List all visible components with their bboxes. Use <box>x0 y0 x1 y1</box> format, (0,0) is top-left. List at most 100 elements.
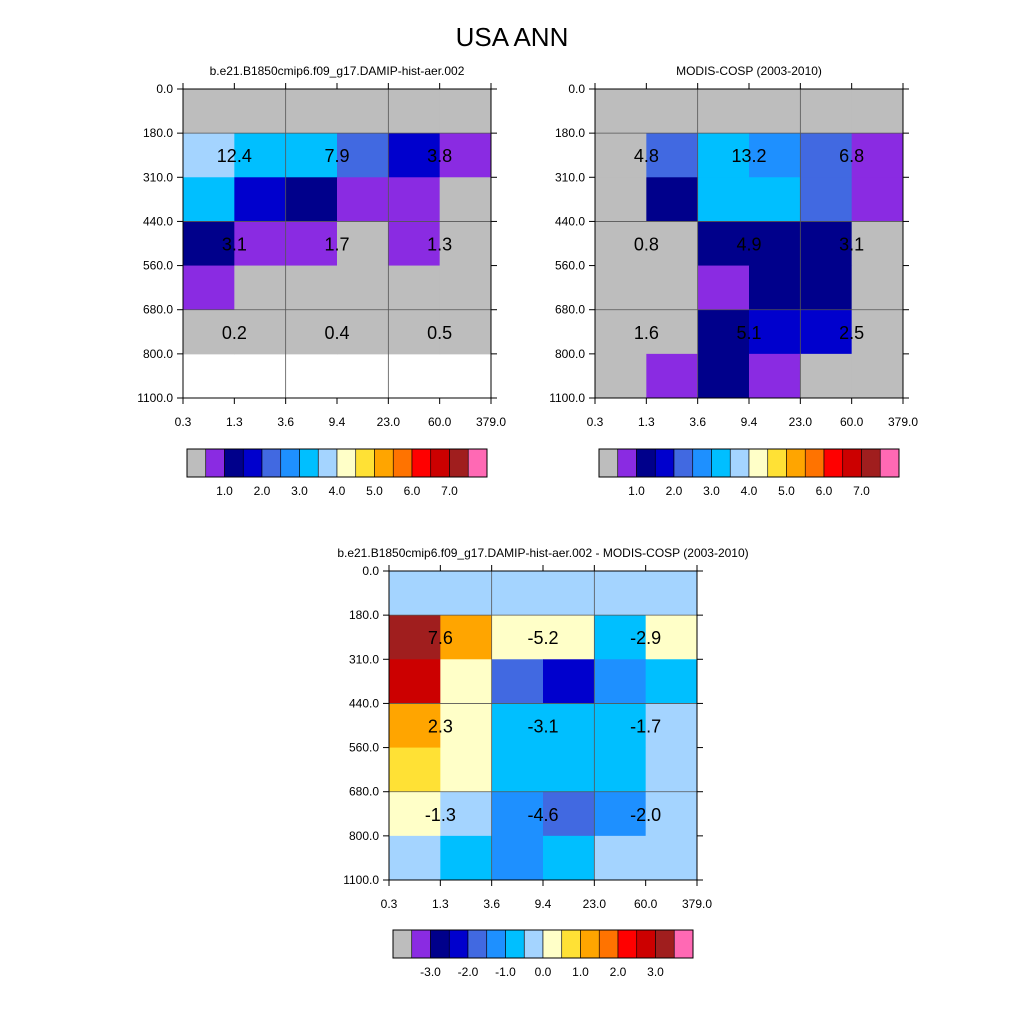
box-value-label: 6.8 <box>839 146 864 166</box>
heatmap-cell <box>543 703 595 749</box>
panels: b.e21.B1850cmip6.f09_g17.DAMIP-hist-aer.… <box>137 64 918 979</box>
panel-title: MODIS-COSP (2003-2010) <box>676 64 822 78</box>
colorbar-label: 3.0 <box>703 484 720 498</box>
box-value-label: -3.1 <box>527 717 558 737</box>
box-value-label: 1.6 <box>634 323 659 343</box>
colorbar-swatch <box>430 929 450 959</box>
heatmap-cell <box>646 265 699 311</box>
heatmap-cell <box>543 747 595 793</box>
colorbar-swatch <box>748 448 769 478</box>
heatmap-cell <box>595 353 647 399</box>
heatmap-cell <box>646 89 699 134</box>
colorbar-label: 6.0 <box>816 484 833 498</box>
heatmap-cell <box>595 177 647 222</box>
heatmap-cell <box>851 177 904 222</box>
heatmap-cell <box>439 221 492 267</box>
y-tick-label: 180.0 <box>555 126 585 140</box>
heatmap-cell <box>697 89 750 134</box>
heatmap-cell <box>543 659 595 704</box>
heatmap-cell <box>543 835 595 881</box>
heatmap-cell <box>389 747 441 793</box>
heatmap-cell <box>285 221 338 267</box>
heatmap-cell <box>389 703 441 749</box>
colorbar-frame <box>392 929 694 959</box>
heatmap-cell <box>594 747 647 793</box>
colorbar-label: 2.0 <box>666 484 683 498</box>
x-tick-label: 0.3 <box>381 897 398 911</box>
heatmap-cell <box>543 615 595 660</box>
heatmap-cell <box>440 791 493 837</box>
colorbar-swatch <box>542 929 563 959</box>
colorbar-label: 0.0 <box>535 965 552 979</box>
box-value-label: -2.9 <box>630 628 661 648</box>
y-tick-label: 680.0 <box>143 303 173 317</box>
box-value-label: 7.6 <box>428 628 453 648</box>
colorbar-swatch <box>617 448 637 478</box>
heatmap-cell <box>337 221 389 267</box>
colorbar-label: 5.0 <box>366 484 383 498</box>
heatmap-cell <box>697 265 750 311</box>
heatmap-cell <box>491 571 544 616</box>
colorbar-label: 4.0 <box>329 484 346 498</box>
box-value-label: 1.7 <box>324 235 349 255</box>
y-tick-label: 180.0 <box>143 126 173 140</box>
heatmap-panel-2: MODIS-COSP (2003-2010) 0.0 180.0 310.0 440.0… <box>549 64 918 498</box>
heatmap-cell <box>389 571 441 616</box>
heatmap-cell <box>645 571 698 616</box>
heatmap-cell <box>491 615 544 660</box>
heatmap-cell <box>645 835 698 881</box>
colorbar-swatch <box>842 448 862 478</box>
heatmap-cell <box>337 89 389 134</box>
colorbar-label: 7.0 <box>853 484 870 498</box>
y-tick-label: 440.0 <box>555 214 585 228</box>
heatmap-cell <box>851 89 904 134</box>
colorbar-label: 2.0 <box>254 484 271 498</box>
y-tick-label: 680.0 <box>555 303 585 317</box>
heatmap-cell <box>595 221 647 267</box>
x-tick-label: 379.0 <box>476 415 506 429</box>
heatmap-cell <box>645 703 698 749</box>
colorbar-frame <box>598 448 900 478</box>
heatmap-cell <box>388 221 441 267</box>
heatmap-cell <box>440 835 493 881</box>
heatmap-cell <box>595 89 647 134</box>
colorbar-swatch <box>879 448 900 478</box>
heatmap-cell <box>183 177 235 222</box>
box-value-label: 12.4 <box>217 146 252 166</box>
heatmap-cell <box>645 791 698 837</box>
heatmap-cell <box>749 353 801 399</box>
heatmap-cell <box>491 747 544 793</box>
heatmap-cell <box>594 791 647 837</box>
panel-title: b.e21.B1850cmip6.f09_g17.DAMIP-hist-aer.… <box>210 64 465 78</box>
heatmap-cell <box>543 791 595 837</box>
colorbar-swatch <box>280 448 300 478</box>
heatmap-cell <box>388 309 441 355</box>
heatmap-cell <box>594 615 647 660</box>
colorbar-swatch <box>336 448 357 478</box>
heatmap-cell <box>389 835 441 881</box>
heatmap-cell <box>439 177 492 222</box>
x-tick-label: 23.0 <box>789 415 813 429</box>
y-tick-label: 440.0 <box>143 214 173 228</box>
heatmap-cell <box>594 659 647 704</box>
x-tick-label: 60.0 <box>840 415 864 429</box>
colorbar-swatch <box>467 929 488 959</box>
colorbar-swatch <box>411 929 431 959</box>
colorbar-swatch <box>224 448 244 478</box>
y-tick-label: 0.0 <box>568 82 585 96</box>
colorbar-swatch <box>823 448 844 478</box>
heatmap-cell <box>851 353 904 399</box>
heatmap-cell <box>285 177 338 222</box>
heatmap-cell <box>388 265 441 311</box>
colorbar-swatch <box>205 448 225 478</box>
y-tick-label: 800.0 <box>555 347 585 361</box>
heatmap-cell <box>543 571 595 616</box>
box-value-label: -4.6 <box>527 805 558 825</box>
box-value-label: 3.8 <box>427 146 452 166</box>
colorbar-label: 1.0 <box>216 484 233 498</box>
colorbar-label: 7.0 <box>441 484 458 498</box>
heatmap-cell <box>697 353 750 399</box>
heatmap-cell <box>285 133 338 178</box>
x-tick-label: 1.3 <box>226 415 243 429</box>
heatmap-panel-1: b.e21.B1850cmip6.f09_g17.DAMIP-hist-aer.… <box>137 64 506 498</box>
